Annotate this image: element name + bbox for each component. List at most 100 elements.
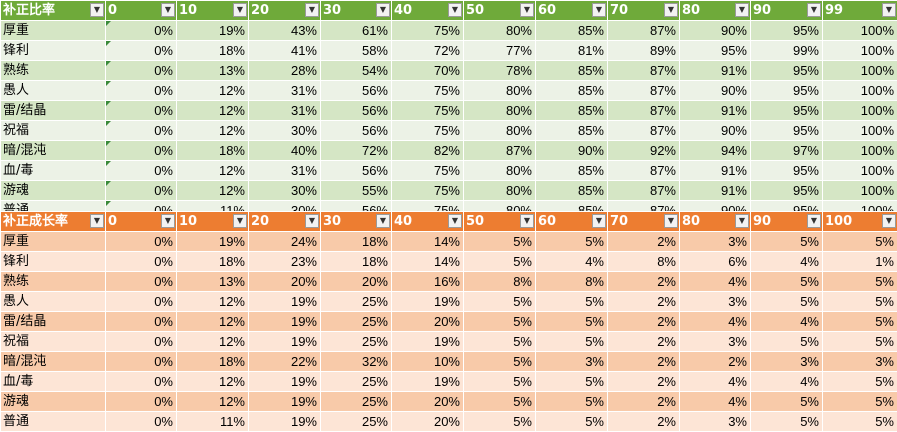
value-cell[interactable]: 5% (823, 392, 897, 412)
value-cell[interactable]: 0% (106, 121, 177, 141)
value-cell[interactable]: 8% (464, 272, 536, 292)
column-header[interactable]: 20▼ (249, 1, 321, 21)
column-header[interactable]: 20▼ (249, 212, 321, 232)
value-cell[interactable]: 5% (751, 272, 823, 292)
filter-dropdown-icon[interactable]: ▼ (592, 214, 606, 228)
value-cell[interactable]: 99% (751, 41, 823, 61)
value-cell[interactable]: 19% (249, 412, 321, 432)
value-cell[interactable]: 19% (249, 372, 321, 392)
value-cell[interactable]: 5% (823, 312, 897, 332)
value-cell[interactable]: 12% (177, 161, 249, 181)
value-cell[interactable]: 94% (680, 141, 751, 161)
value-cell[interactable]: 0% (106, 61, 177, 81)
column-header[interactable]: 90▼ (751, 212, 823, 232)
value-cell[interactable]: 56% (321, 81, 392, 101)
column-header[interactable]: 80▼ (680, 1, 751, 21)
value-cell[interactable]: 18% (177, 352, 249, 372)
value-cell[interactable]: 19% (392, 292, 464, 312)
value-cell[interactable]: 18% (177, 41, 249, 61)
filter-dropdown-icon[interactable]: ▼ (376, 214, 390, 228)
value-cell[interactable]: 87% (608, 21, 680, 41)
value-cell[interactable]: 25% (321, 292, 392, 312)
column-header[interactable]: 99▼ (823, 1, 897, 21)
value-cell[interactable]: 100% (823, 61, 897, 81)
value-cell[interactable]: 41% (249, 41, 321, 61)
value-cell[interactable]: 12% (177, 332, 249, 352)
filter-dropdown-icon[interactable]: ▼ (520, 214, 534, 228)
row-label-cell[interactable]: 熟练 (1, 272, 106, 292)
row-label-cell[interactable]: 普通 (1, 412, 106, 432)
value-cell[interactable]: 23% (249, 252, 321, 272)
row-label-cell[interactable]: 暗/混沌 (1, 352, 106, 372)
value-cell[interactable]: 4% (680, 272, 751, 292)
value-cell[interactable]: 19% (177, 21, 249, 41)
value-cell[interactable]: 87% (608, 101, 680, 121)
value-cell[interactable]: 75% (392, 161, 464, 181)
row-label-cell[interactable]: 厚重 (1, 232, 106, 252)
value-cell[interactable]: 87% (608, 161, 680, 181)
column-header[interactable]: 10▼ (177, 1, 249, 21)
value-cell[interactable]: 55% (321, 181, 392, 201)
value-cell[interactable]: 2% (608, 412, 680, 432)
value-cell[interactable]: 0% (106, 412, 177, 432)
value-cell[interactable]: 95% (751, 101, 823, 121)
row-label-cell[interactable]: 愚人 (1, 292, 106, 312)
filter-dropdown-icon[interactable]: ▼ (305, 214, 319, 228)
column-header[interactable]: 90▼ (751, 1, 823, 21)
value-cell[interactable]: 3% (680, 292, 751, 312)
table-title-cell[interactable]: 补正成长率▼ (1, 212, 106, 232)
row-label-cell[interactable]: 祝福 (1, 332, 106, 352)
value-cell[interactable]: 0% (106, 232, 177, 252)
value-cell[interactable]: 77% (464, 41, 536, 61)
value-cell[interactable]: 100% (823, 141, 897, 161)
row-label-cell[interactable]: 游魂 (1, 392, 106, 412)
value-cell[interactable]: 72% (321, 141, 392, 161)
value-cell[interactable]: 5% (464, 332, 536, 352)
value-cell[interactable]: 100% (823, 101, 897, 121)
filter-dropdown-icon[interactable]: ▼ (448, 214, 462, 228)
value-cell[interactable]: 4% (680, 372, 751, 392)
value-cell[interactable]: 8% (536, 272, 608, 292)
value-cell[interactable]: 5% (536, 412, 608, 432)
value-cell[interactable]: 25% (321, 372, 392, 392)
value-cell[interactable]: 0% (106, 161, 177, 181)
value-cell[interactable]: 19% (177, 232, 249, 252)
value-cell[interactable]: 5% (536, 392, 608, 412)
value-cell[interactable]: 75% (392, 81, 464, 101)
value-cell[interactable]: 18% (177, 252, 249, 272)
filter-dropdown-icon[interactable]: ▼ (448, 3, 462, 17)
value-cell[interactable]: 4% (751, 312, 823, 332)
value-cell[interactable]: 18% (321, 232, 392, 252)
value-cell[interactable]: 19% (249, 332, 321, 352)
value-cell[interactable]: 3% (680, 232, 751, 252)
column-header[interactable]: 10▼ (177, 212, 249, 232)
value-cell[interactable]: 100% (823, 21, 897, 41)
row-label-cell[interactable]: 锋利 (1, 252, 106, 272)
value-cell[interactable]: 87% (608, 181, 680, 201)
value-cell[interactable]: 87% (608, 61, 680, 81)
value-cell[interactable]: 80% (464, 181, 536, 201)
value-cell[interactable]: 20% (249, 272, 321, 292)
value-cell[interactable]: 58% (321, 41, 392, 61)
value-cell[interactable]: 14% (392, 252, 464, 272)
value-cell[interactable]: 2% (608, 372, 680, 392)
value-cell[interactable]: 5% (751, 292, 823, 312)
value-cell[interactable]: 2% (608, 392, 680, 412)
column-header[interactable]: 70▼ (608, 212, 680, 232)
value-cell[interactable]: 5% (464, 412, 536, 432)
value-cell[interactable]: 12% (177, 121, 249, 141)
value-cell[interactable]: 19% (392, 332, 464, 352)
value-cell[interactable]: 0% (106, 392, 177, 412)
value-cell[interactable]: 85% (536, 181, 608, 201)
value-cell[interactable]: 97% (751, 141, 823, 161)
row-label-cell[interactable]: 雷/结晶 (1, 101, 106, 121)
value-cell[interactable]: 2% (608, 332, 680, 352)
column-header[interactable]: 80▼ (680, 212, 751, 232)
filter-dropdown-icon[interactable]: ▼ (735, 3, 749, 17)
value-cell[interactable]: 2% (608, 232, 680, 252)
value-cell[interactable]: 85% (536, 21, 608, 41)
value-cell[interactable]: 56% (321, 121, 392, 141)
value-cell[interactable]: 95% (751, 81, 823, 101)
value-cell[interactable]: 4% (680, 312, 751, 332)
filter-dropdown-icon[interactable]: ▼ (592, 3, 606, 17)
